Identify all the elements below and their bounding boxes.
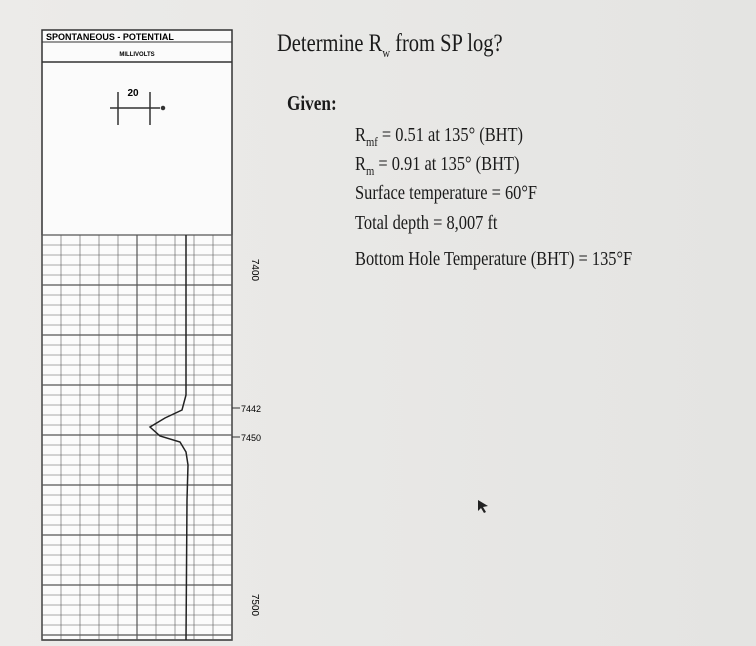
- given-item: Rmf = 0.51 at 135° (BHT): [355, 124, 523, 150]
- item-text: = 0.51 at 135° (BHT): [377, 124, 523, 146]
- depth-label: 7450: [241, 433, 261, 443]
- question-text: Determine R: [277, 30, 383, 57]
- given-item: Surface temperature = 60°F: [355, 182, 538, 204]
- given-item: Total depth = 8,007 ft: [355, 212, 498, 234]
- item-text: = 0.91 at 135° (BHT): [374, 153, 520, 175]
- question-text: from SP log?: [390, 30, 503, 57]
- symbol: R: [355, 124, 366, 146]
- question: Determine Rw from SP log?: [277, 30, 503, 61]
- depth-label: 7400: [249, 259, 260, 282]
- given-label: Given:: [287, 91, 337, 115]
- question-subscript: w: [382, 45, 391, 60]
- subscript: mf: [365, 134, 378, 149]
- log-units: MILLIVOLTS: [119, 52, 154, 58]
- subscript: m: [365, 163, 375, 178]
- scale-bracket: [110, 92, 166, 125]
- given-item: Bottom Hole Temperature (BHT) = 135°F: [355, 248, 633, 270]
- sp-curve: [148, 235, 189, 641]
- depth-label: 7442: [241, 404, 261, 414]
- cursor: [478, 500, 488, 513]
- given-item: Rm = 0.91 at 135° (BHT): [355, 153, 519, 179]
- scale-label: 20: [127, 88, 139, 99]
- depth-label: 7500: [249, 594, 260, 617]
- log-title: SPONTANEOUS - POTENTIAL: [46, 32, 174, 42]
- symbol: R: [355, 153, 366, 175]
